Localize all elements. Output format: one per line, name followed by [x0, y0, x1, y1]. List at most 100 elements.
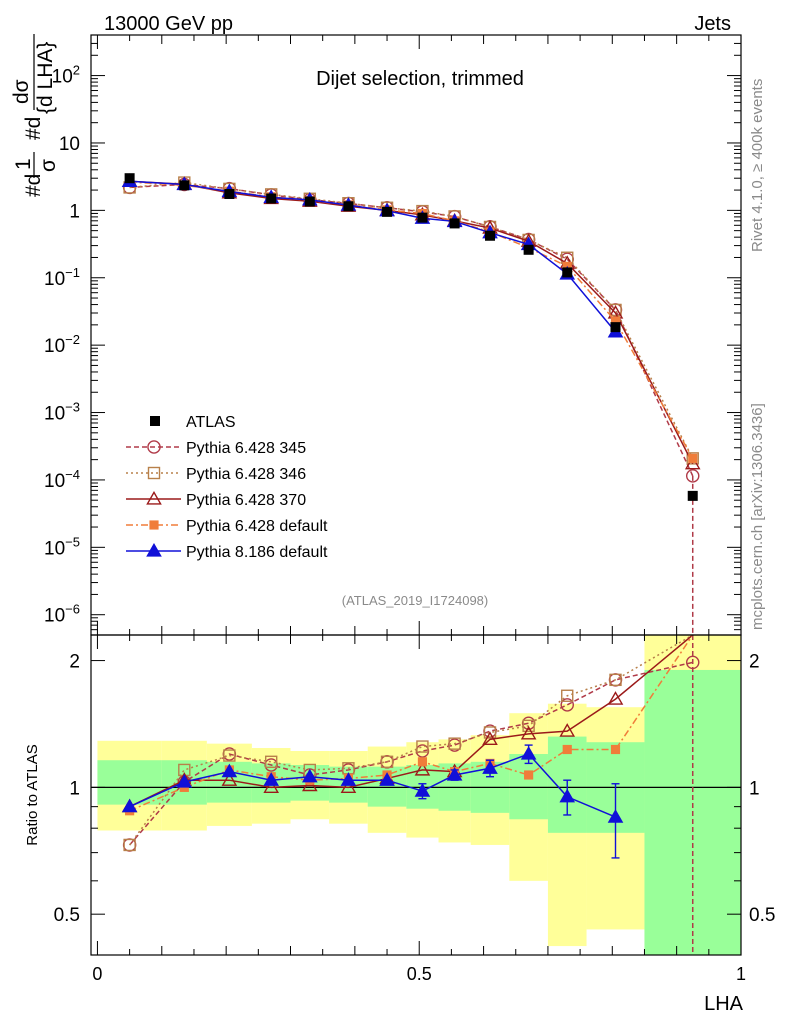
main-series-line-2	[129, 180, 694, 465]
atlas-point-6	[382, 206, 393, 217]
atlas-points	[124, 173, 698, 501]
ratio-point-1-11	[561, 689, 574, 702]
ratio-point-1-2	[223, 749, 236, 762]
ratio-point-1-9	[483, 726, 497, 739]
ratio-series-1	[123, 634, 694, 852]
legend-label-4: Pythia 8.186 default	[186, 544, 328, 561]
atlas-point-0	[124, 173, 135, 184]
ratio-point-1-6	[380, 755, 394, 769]
ratio-point-4-9	[482, 760, 498, 774]
main-point-1-13	[686, 452, 699, 465]
legend: ATLAS Pythia 6.428 345 Pythia 6.428 346 Pyt…	[126, 414, 328, 561]
ratio-point-4-7	[414, 783, 431, 797]
atlas-point-8	[449, 218, 460, 229]
main-ytick-label-4: 10−2	[44, 332, 80, 357]
ratio-point-3-10	[524, 770, 534, 780]
main-series-line-0	[129, 183, 694, 477]
atlas-point-9	[485, 230, 496, 241]
main-ytick-label-0: 10−6	[44, 602, 80, 627]
atlas-point-10	[523, 244, 534, 255]
ratio-point-2-3	[263, 779, 280, 794]
ylabel-dsigma: dσ	[10, 79, 33, 104]
ratio-point-1-12	[609, 673, 622, 687]
main-ytick-label-2: 10−4	[44, 467, 80, 492]
header-category-label: Jets	[694, 13, 731, 35]
ratio-point-2-7	[414, 761, 431, 776]
x-tick-label-0: 0	[92, 964, 102, 984]
ylabel-hash-d-2: #d	[22, 117, 45, 140]
ratio-series-line-0	[129, 661, 693, 846]
ratio-point-4-6	[379, 772, 395, 786]
ratio-point-2-12	[607, 691, 624, 705]
ratio-series-line-2	[129, 634, 694, 808]
band-inner-0	[97, 760, 162, 805]
atlas-point-2	[224, 188, 235, 199]
ratio-point-4-8	[446, 766, 463, 781]
legend-marker-3	[149, 520, 159, 530]
x-axis-label: LHA	[704, 993, 744, 1015]
ratio-point-4-10	[520, 746, 537, 760]
legend-marker-1	[147, 466, 161, 480]
main-ytick-label-3: 10−3	[44, 400, 80, 425]
analysis-id-label: (ATLAS_2019_I1724098)	[342, 593, 488, 608]
main-ylabel: #d 1 σ #d dσ {d LHA}	[10, 34, 60, 197]
rivet-version-label: Rivet 4.1.0, ≥ 400k events	[749, 79, 766, 252]
ratio-point-2-2	[221, 772, 238, 786]
ratio-point-3-7	[417, 757, 428, 767]
ratio-point-0-3	[264, 758, 278, 772]
atlas-point-1	[179, 180, 190, 191]
ratio-ylabel: Ratio to ATLAS	[24, 744, 41, 845]
main-ytick-label-1: 10−5	[44, 534, 80, 559]
legend-marker-2	[146, 490, 162, 505]
header-energy-label: 13000 GeV pp	[104, 13, 233, 35]
main-point-1-12	[609, 303, 622, 317]
mcplots-label: mcplots.cern.ch [arXiv:1306.3436]	[749, 403, 766, 630]
ratio-point-4-0	[121, 798, 138, 813]
ratio-point-1-8	[448, 737, 461, 750]
legend-label-atlas: ATLAS	[186, 414, 236, 431]
main-series	[121, 173, 701, 635]
atlas-point-12	[610, 322, 621, 333]
axes: 0 0.5 1 10−6 10−5 10−4 10−3 10−2 10−1 1 10 102 0.5 0.…	[44, 34, 775, 984]
ratio-point-3-11	[562, 744, 572, 755]
ratio-series	[121, 634, 700, 955]
ratio-point-1-7	[416, 740, 429, 753]
main-series-line-1	[129, 181, 694, 459]
ylabel-d-lha: {d LHA}	[34, 42, 57, 114]
main-series-4	[121, 173, 624, 338]
main-ytick-label-8: 102	[52, 63, 80, 88]
ratio-point-1-0	[123, 838, 136, 852]
main-point-0-13	[685, 469, 700, 483]
band-inner-10	[509, 754, 548, 820]
main-ytick-label-6: 1	[69, 201, 80, 222]
legend-label-3: Pythia 6.428 default	[186, 518, 328, 535]
legend-marker-4	[146, 542, 162, 557]
atlas-point-11	[562, 267, 573, 278]
atlas-point-5	[343, 201, 354, 212]
x-tick-label-1: 0.5	[407, 964, 432, 984]
chart-title: Dijet selection, trimmed	[316, 68, 524, 90]
ratio-ytick-label-left-0: 0.5	[54, 905, 80, 926]
ratio-ytick-label-right-0: 0.5	[749, 905, 775, 926]
ratio-ytick-label-right-2: 2	[749, 652, 760, 673]
ratio-point-4-5	[340, 772, 357, 786]
ratio-point-2-11	[559, 723, 576, 737]
atlas-point-3	[266, 193, 277, 204]
ratio-point-1-10	[522, 719, 535, 733]
atlas-point-4	[304, 196, 315, 207]
ratio-point-0-11	[560, 698, 574, 712]
ratio-point-2-5	[340, 779, 357, 794]
ylabel-sigma: σ	[37, 159, 60, 172]
ratio-point-4-4	[302, 768, 318, 783]
ratio-point-4-1	[176, 773, 193, 788]
ratio-point-0-7	[415, 744, 430, 758]
ratio-point-4-3	[263, 772, 280, 786]
atlas-point-13	[687, 490, 698, 501]
main-ytick-label-7: 10	[59, 134, 80, 155]
main-ytick-label-5: 10−1	[44, 265, 80, 290]
ratio-point-2-9	[482, 731, 498, 746]
ratio-point-4-2	[221, 763, 238, 778]
ratio-point-1-3	[264, 755, 278, 769]
main-point-3-13	[688, 453, 698, 463]
